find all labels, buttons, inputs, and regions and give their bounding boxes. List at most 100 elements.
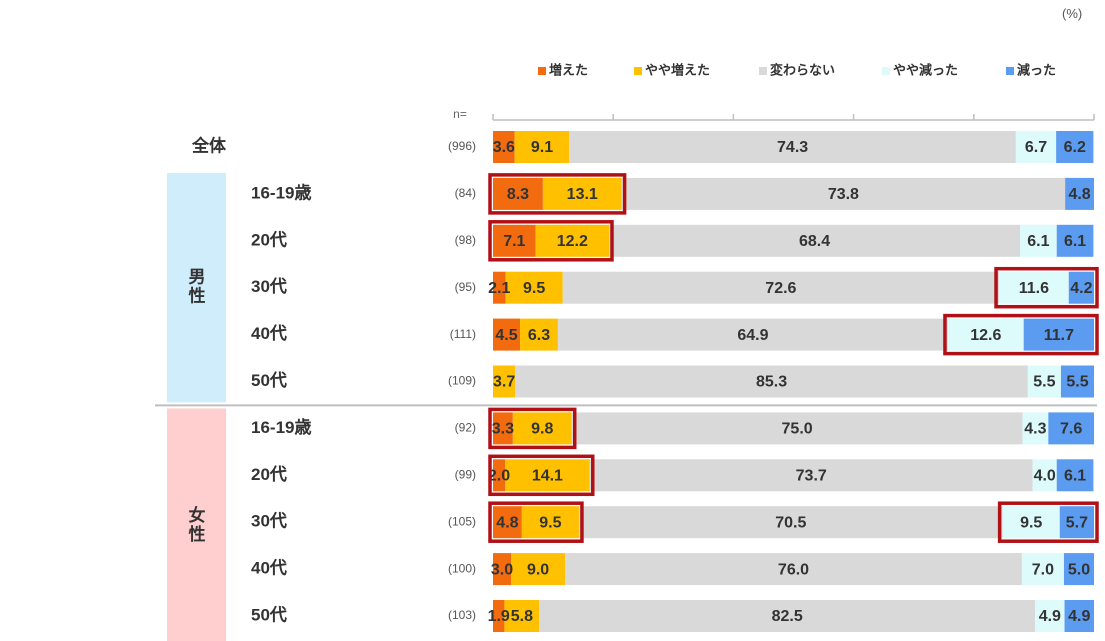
- bar-segment: [515, 365, 1028, 398]
- legend-swatch: [759, 67, 767, 75]
- bar-value-label: 4.0: [1034, 468, 1056, 485]
- bar-segment: [514, 131, 570, 163]
- row-label: 16-19歳: [251, 182, 311, 202]
- legend-swatch: [882, 67, 890, 75]
- highlight-box: [994, 266, 1099, 309]
- row-n: (105): [448, 514, 476, 528]
- row-label: 16-19歳: [251, 417, 311, 437]
- bar-segment: [493, 271, 506, 304]
- bar-value-label: 2.1: [488, 280, 510, 297]
- row-n: (996): [448, 139, 476, 153]
- row-label: 20代: [251, 229, 287, 249]
- row-label: 30代: [251, 276, 287, 296]
- group-band-male: [167, 172, 226, 403]
- bar-value-label: 68.4: [799, 233, 830, 250]
- bar-value-label: 6.7: [1025, 139, 1047, 156]
- bar-segment: [1020, 224, 1057, 257]
- bar-value-label: 6.1: [1064, 233, 1086, 250]
- bar-segment: [1060, 365, 1094, 398]
- bar-segment: [504, 600, 540, 632]
- bar-segment: [493, 131, 515, 163]
- legend-swatch: [1006, 67, 1014, 75]
- legend-swatch: [634, 67, 642, 75]
- bar-value-label: 2.0: [488, 468, 510, 485]
- bar-segment: [571, 412, 1023, 445]
- bar-segment: [1056, 459, 1094, 492]
- bar-value-label: 6.2: [1064, 139, 1086, 156]
- bar-value-label: 75.0: [782, 421, 813, 438]
- bar-value-label: 9.5: [523, 280, 545, 297]
- bar-value-label: 82.5: [772, 608, 803, 625]
- highlight-box: [488, 407, 577, 450]
- row-n: (99): [455, 467, 476, 481]
- bar-segment: [493, 318, 521, 351]
- bar-value-label: 4.9: [1068, 608, 1090, 625]
- row-n: (111): [450, 327, 476, 341]
- bar-segment: [1064, 600, 1094, 632]
- bar-value-label: 9.5: [1020, 514, 1042, 531]
- bar-segment: [999, 271, 1069, 304]
- legend-label: 増えた: [549, 62, 588, 77]
- bar-value-label: 6.1: [1027, 233, 1049, 250]
- bar-value-label: 4.2: [1070, 280, 1092, 297]
- highlight-box: [488, 220, 614, 262]
- bar-value-label: 76.0: [778, 561, 809, 578]
- row-n: (84): [455, 186, 476, 200]
- highlight-box: [488, 454, 595, 497]
- bar-segment: [1068, 271, 1094, 304]
- bar-value-label: 11.7: [1044, 327, 1074, 344]
- bar-value-label: 74.3: [777, 139, 808, 156]
- bar-value-label: 6.3: [528, 327, 550, 344]
- bar-value-label: 13.1: [567, 186, 598, 203]
- bar-segment: [569, 131, 1016, 163]
- bar-value-label: 3.7: [493, 374, 515, 391]
- bar-segment: [621, 177, 1066, 210]
- bar-segment: [1015, 131, 1057, 163]
- bar-segment: [493, 553, 512, 586]
- bar-value-label: 73.7: [796, 468, 827, 485]
- bar-segment: [511, 553, 566, 586]
- legend-label: 減った: [1017, 62, 1056, 77]
- bar-segment: [1021, 553, 1064, 586]
- bar-value-label: 7.6: [1060, 421, 1082, 438]
- bar-segment: [1002, 506, 1060, 539]
- bar-value-label: 9.1: [531, 139, 553, 156]
- bar-value-label: 4.5: [495, 327, 517, 344]
- row-n: (98): [455, 233, 476, 247]
- bar-segment: [521, 506, 579, 539]
- bar-segment: [493, 177, 543, 210]
- bar-value-label: 9.8: [531, 421, 553, 438]
- bar-segment: [1022, 412, 1049, 445]
- bar-value-label: 12.6: [970, 327, 1001, 344]
- bar-segment: [1023, 318, 1094, 351]
- bar-segment: [1048, 412, 1094, 445]
- bar-value-label: 4.8: [496, 514, 518, 531]
- bar-segment: [539, 600, 1036, 632]
- row-label: 全体: [191, 135, 227, 155]
- bar-value-label: 4.3: [1024, 421, 1046, 438]
- bar-value-label: 3.0: [491, 561, 513, 578]
- bar-value-label: 12.2: [557, 233, 588, 250]
- bar-value-label: 3.3: [492, 421, 514, 438]
- bar-value-label: 70.5: [775, 514, 806, 531]
- bar-value-label: 4.8: [1068, 186, 1090, 203]
- group-label-0-char: 性: [189, 286, 206, 306]
- bar-value-label: 7.0: [1032, 561, 1054, 578]
- bar-segment: [1035, 600, 1065, 632]
- bar-value-label: 6.1: [1064, 468, 1086, 485]
- bar-segment: [505, 271, 563, 304]
- bar-segment: [565, 553, 1022, 586]
- bar-value-label: 14.1: [532, 468, 563, 485]
- bar-value-label: 85.3: [756, 374, 787, 391]
- group-band-female: [167, 408, 226, 641]
- group-label-1-char: 女: [189, 505, 206, 525]
- bar-value-label: 5.5: [1066, 374, 1088, 391]
- row-label: 20代: [251, 464, 287, 484]
- bar-segment: [589, 459, 1033, 492]
- bar-segment: [1027, 365, 1061, 398]
- bar-segment: [512, 412, 572, 445]
- bar-segment: [505, 459, 590, 492]
- bar-segment: [947, 318, 1024, 351]
- bar-segment: [493, 412, 513, 445]
